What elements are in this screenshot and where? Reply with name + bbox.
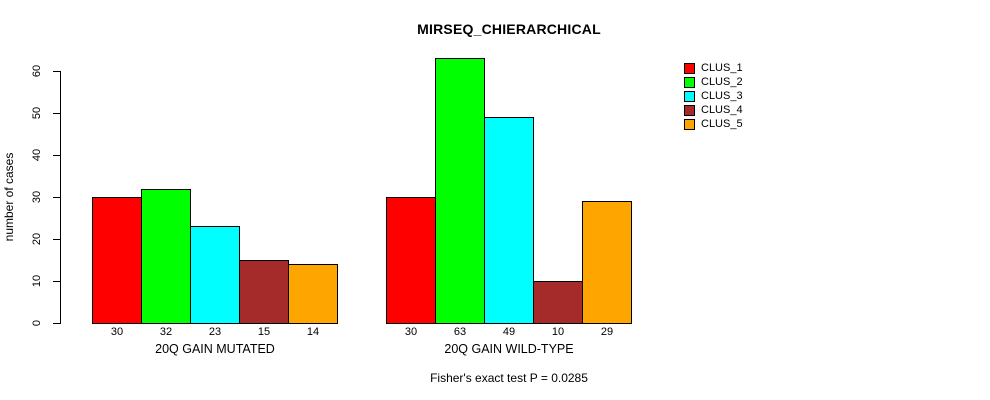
bar-value-label: 49	[502, 326, 516, 338]
legend-swatch-icon	[684, 104, 695, 116]
bar-value-label: 14	[306, 326, 320, 338]
legend-label: CLUS_4	[701, 104, 743, 116]
bar-clus_5-group2	[582, 201, 632, 324]
legend-label: CLUS_5	[701, 118, 743, 130]
caption-fisher-test: Fisher's exact test P = 0.0285	[430, 371, 588, 385]
y-axis-tick-label: 60	[31, 64, 43, 78]
legend-item-clus_4: CLUS_4	[684, 103, 743, 117]
y-axis-tick-label: 50	[31, 106, 43, 120]
bar-clus_1-group2	[386, 197, 436, 324]
y-axis-tick-label: 30	[31, 190, 43, 204]
y-axis-tick	[53, 113, 60, 114]
y-axis-tick-label: 40	[31, 148, 43, 162]
legend-item-clus_5: CLUS_5	[684, 117, 743, 131]
y-axis-tick	[53, 197, 60, 198]
x-axis-group-label: 20Q GAIN WILD-TYPE	[444, 342, 574, 356]
legend-label: CLUS_2	[701, 76, 743, 88]
bar-clus_4-group1	[239, 260, 289, 324]
y-axis-tick	[53, 281, 60, 282]
bar-value-label: 23	[208, 326, 222, 338]
bar-value-label: 10	[551, 326, 565, 338]
legend-item-clus_3: CLUS_3	[684, 89, 743, 103]
y-axis-tick	[53, 239, 60, 240]
legend-swatch-icon	[684, 118, 695, 130]
bar-clus_2-group2	[435, 58, 485, 324]
y-axis-tick	[53, 71, 60, 72]
legend-swatch-icon	[684, 76, 695, 88]
bar-clus_4-group2	[533, 281, 583, 324]
y-axis-tick	[53, 155, 60, 156]
legend-item-clus_1: CLUS_1	[684, 61, 743, 75]
bar-clus_2-group1	[141, 189, 191, 324]
x-axis-group-label: 20Q GAIN MUTATED	[155, 342, 275, 356]
bar-clus_5-group1	[288, 264, 338, 324]
bar-value-label: 32	[159, 326, 173, 338]
legend-swatch-icon	[684, 90, 695, 102]
legend-item-clus_2: CLUS_2	[684, 75, 743, 89]
bar-clus_3-group2	[484, 117, 534, 324]
bar-value-label: 15	[257, 326, 271, 338]
chart-title: MIRSEQ_CHIERARCHICAL	[417, 21, 601, 37]
legend-label: CLUS_3	[701, 90, 743, 102]
y-axis-line	[60, 71, 61, 324]
y-axis-tick-label: 20	[31, 232, 43, 246]
bar-clus_1-group1	[92, 197, 142, 324]
legend-swatch-icon	[684, 62, 695, 74]
y-axis-tick-label: 0	[31, 319, 43, 327]
y-axis-tick-label: 10	[31, 274, 43, 288]
legend-label: CLUS_1	[701, 62, 743, 74]
bar-value-label: 63	[453, 326, 467, 338]
bar-value-label: 30	[404, 326, 418, 338]
y-axis-tick	[53, 323, 60, 324]
bar-clus_3-group1	[190, 226, 240, 324]
bar-value-label: 29	[600, 326, 614, 338]
legend: CLUS_1 CLUS_2 CLUS_3 CLUS_4 CLUS_5	[684, 61, 743, 131]
bar-value-label: 30	[110, 326, 124, 338]
